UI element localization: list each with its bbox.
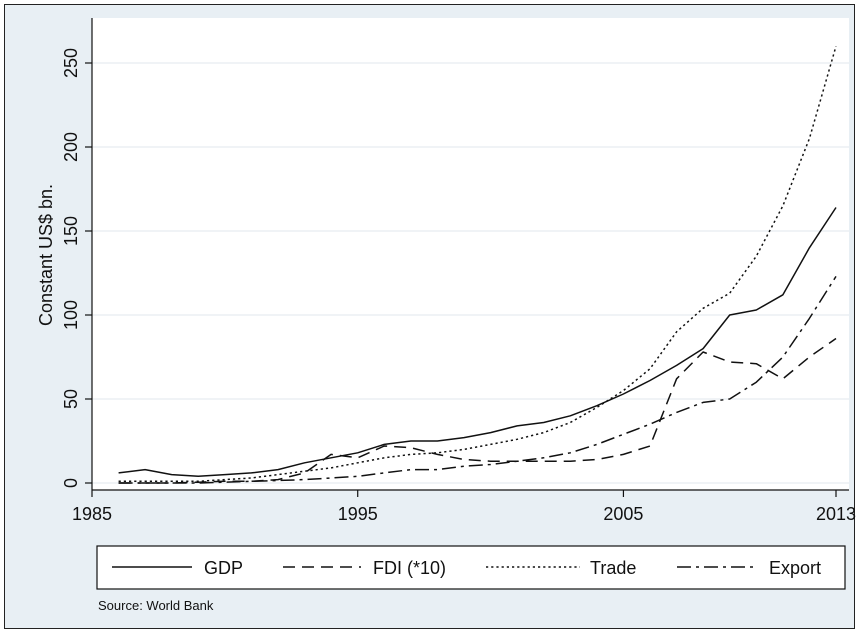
grid-lines (92, 62, 849, 484)
series-line-trade (118, 45, 837, 483)
x-tick-label-1985: 1985 (72, 504, 112, 524)
ticks: 0 50 100 150 200 250 1985 1995 2005 2013 (61, 48, 856, 524)
series-line-export (118, 275, 837, 484)
y-tick-label-250: 250 (61, 48, 81, 78)
y-axis-title: Constant US$ bn. (36, 184, 56, 326)
x-tick-label-2013: 2013 (816, 504, 856, 524)
legend-label-export: Export (769, 558, 821, 578)
source-note: Source: World Bank (98, 598, 214, 613)
y-tick-label-0: 0 (61, 478, 81, 488)
y-tick-label-100: 100 (61, 300, 81, 330)
series-line-gdp (118, 207, 837, 478)
plot-area (92, 18, 849, 490)
y-tick-label-150: 150 (61, 216, 81, 246)
legend-label-fdi-10: FDI (*10) (373, 558, 446, 578)
axes (91, 18, 849, 491)
legend-label-gdp: GDP (204, 558, 243, 578)
legend: GDP FDI (*10) Trade Export (96, 545, 846, 590)
x-tick-label-2005: 2005 (603, 504, 643, 524)
x-tick-label-1995: 1995 (338, 504, 378, 524)
y-tick-label-50: 50 (61, 389, 81, 409)
legend-box (96, 545, 846, 590)
legend-label-trade: Trade (590, 558, 636, 578)
series-lines (118, 45, 837, 484)
y-tick-label-200: 200 (61, 132, 81, 162)
